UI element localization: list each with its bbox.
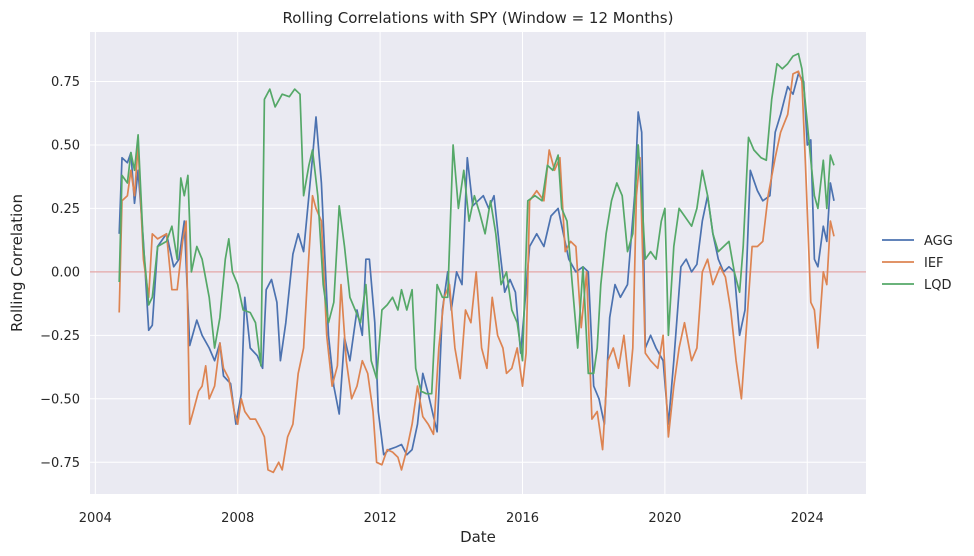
- series-line-lqd: [118, 52, 835, 395]
- y-tick-labels: −0.75 −0.50 −0.25 0.00 0.25 0.50 0.75: [40, 75, 80, 471]
- y-tick-label: 0.75: [51, 75, 80, 90]
- x-tick-label: 2016: [506, 511, 539, 526]
- chart-title: Rolling Correlations with SPY (Window = …: [283, 9, 674, 27]
- y-tick-label: 0.50: [51, 138, 80, 153]
- x-tick-label: 2012: [364, 511, 397, 526]
- legend-label-ief: IEF: [924, 256, 944, 271]
- x-axis-label: Date: [460, 528, 496, 546]
- x-tick-label: 2004: [79, 511, 112, 526]
- y-axis-label: Rolling Correlation: [8, 194, 26, 332]
- y-tick-label: 0.25: [51, 202, 80, 217]
- legend: AGG IEF LQD: [882, 234, 953, 293]
- y-tick-label: −0.25: [40, 329, 80, 344]
- x-tick-labels: 2004 2008 2012 2016 2020 2024: [79, 511, 824, 526]
- x-tick-label: 2024: [791, 511, 824, 526]
- series-line-ief: [118, 70, 835, 474]
- x-tick-label: 2020: [648, 511, 681, 526]
- x-tick-label: 2008: [221, 511, 254, 526]
- y-tick-label: −0.75: [40, 456, 80, 471]
- series-lines: [118, 52, 835, 474]
- legend-label-agg: AGG: [924, 234, 953, 249]
- plot-background: [90, 32, 866, 494]
- series-line-agg: [118, 73, 835, 456]
- legend-label-lqd: LQD: [924, 278, 952, 293]
- y-tick-label: −0.50: [40, 392, 80, 407]
- y-tick-label: 0.00: [51, 265, 80, 280]
